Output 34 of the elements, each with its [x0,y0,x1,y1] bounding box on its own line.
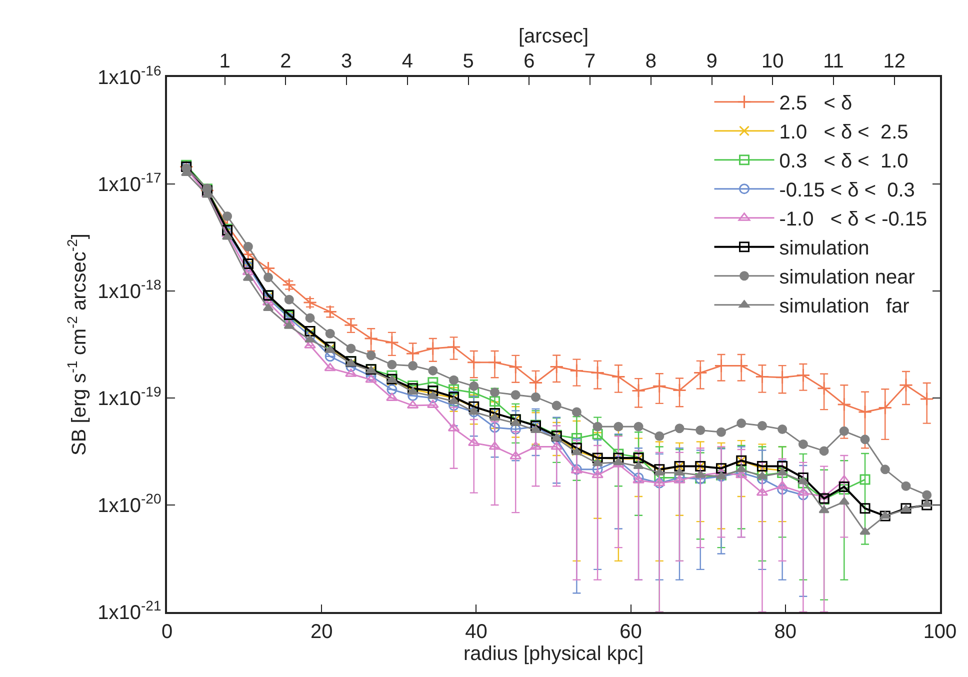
x-tick-label: 40 [465,620,488,643]
x-tick-label: 0 [161,620,173,643]
legend-label: 0.3 < δ < 1.0 [779,150,908,173]
x-tick-label: 60 [620,620,642,643]
legend-label: simulation near [779,266,916,289]
legend-label: simulation far [779,296,910,318]
x2-tick-label: 11 [823,50,844,72]
x2-tick-label: 9 [706,50,718,72]
x-tick-label: 80 [774,620,797,643]
y-tick-label: 1x10$^{-18}$ [98,276,162,303]
x2-tick-label: 2 [280,50,292,72]
x2-tick-label: 6 [524,50,535,72]
legend-label: 2.5 < δ [779,92,852,115]
x2-tick-label: 8 [645,50,656,72]
x-axis-title: radius [physical kpc] [463,642,644,665]
x2-tick-label: 7 [584,50,596,72]
x-tick-label: 20 [310,620,333,643]
y-tick-label: 1x10$^{-16}$ [98,62,162,89]
legend-label: -1.0 < δ < -0.15 [779,208,928,231]
legend-label: 1.0 < δ < 2.5 [779,122,908,144]
y-tick-label: 1x10$^{-20}$ [98,490,162,517]
y-tick-label: 1x10$^{-19}$ [98,384,162,410]
x-tick-label: 100 [923,620,957,643]
x2-axis-title: [arcsec] [518,25,589,48]
x2-tick-label: 1 [219,50,230,72]
y-tick-label: 1x10$^{-17}$ [98,170,162,196]
y-tick-label: 1x10$^{-21}$ [98,598,162,624]
x2-tick-label: 5 [462,50,474,72]
x2-tick-label: 12 [883,50,906,72]
x2-tick-label: 4 [402,50,413,72]
x2-tick-label: 3 [340,50,352,72]
x2-tick-label: 10 [761,50,784,72]
legend-label: simulation [779,238,870,260]
legend-label: -0.15 < δ < 0.3 [779,180,915,202]
